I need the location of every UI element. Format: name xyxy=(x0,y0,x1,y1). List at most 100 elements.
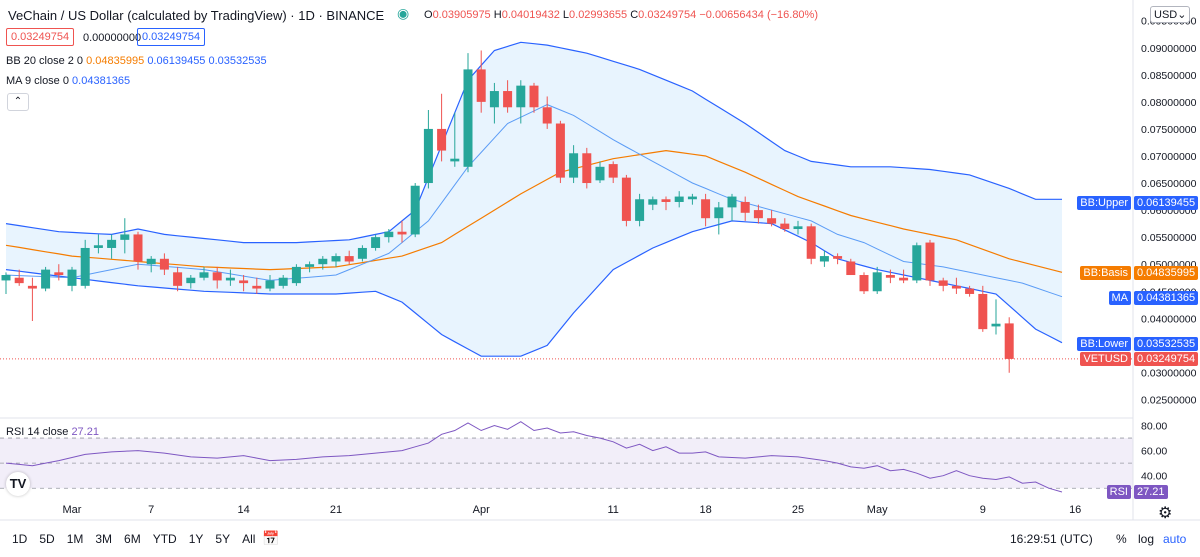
candle xyxy=(1004,317,1014,373)
candle-body xyxy=(516,85,526,108)
candle xyxy=(476,50,486,113)
candle-body xyxy=(793,226,803,230)
bb-upper-value: 0.06139455 xyxy=(147,55,206,67)
candle-body xyxy=(674,196,684,202)
low-label: L xyxy=(562,9,570,21)
buy-price-button[interactable]: 0.03249754 xyxy=(137,28,206,46)
candle xyxy=(133,231,143,270)
candle-body xyxy=(542,107,552,124)
candle xyxy=(489,82,499,124)
settings-gear-icon[interactable]: ⚙ xyxy=(1158,505,1173,522)
bb-basis-value: 0.04835995 xyxy=(86,55,145,67)
candle xyxy=(27,277,37,322)
chevron-down-icon: ⌄ xyxy=(1177,9,1187,21)
bb-lower-line xyxy=(5,220,1063,357)
candle-body xyxy=(212,272,222,281)
timeframe-button-ytd[interactable]: YTD xyxy=(152,532,177,546)
bb-basis-line xyxy=(5,149,1063,273)
candle xyxy=(344,250,354,265)
time-tick-label: Apr xyxy=(473,504,490,516)
timeframe-button-6m[interactable]: 6M xyxy=(124,532,141,546)
currency-selector[interactable]: USD⌄ xyxy=(1150,6,1191,23)
candle-body xyxy=(582,153,592,184)
timeframe-button-3m[interactable]: 3M xyxy=(95,532,113,546)
candle xyxy=(727,193,737,221)
axis-badge-value: 0.03532535 xyxy=(1134,336,1199,351)
candle xyxy=(859,272,869,294)
candle xyxy=(397,220,407,243)
timeframe-button-1d[interactable]: 1D xyxy=(12,532,28,546)
ma-legend[interactable]: MA 9 close 0 0.04381365 xyxy=(6,75,130,87)
candlesticks xyxy=(1,50,1014,373)
timeframe-button-1m[interactable]: 1M xyxy=(66,532,84,546)
candle-body xyxy=(107,239,117,248)
candle xyxy=(740,196,750,221)
candle-body xyxy=(54,272,64,276)
candle-body xyxy=(437,128,447,151)
candle xyxy=(806,223,816,265)
candle xyxy=(978,285,988,332)
calendar-range-icon[interactable]: 📅 xyxy=(262,530,280,546)
rsi-pane xyxy=(0,421,1133,493)
candle-body xyxy=(423,128,433,184)
candle-body xyxy=(120,234,130,240)
clock-readout[interactable]: 16:29:51 (UTC) xyxy=(1010,532,1093,546)
timeframe-button-5y[interactable]: 5Y xyxy=(215,532,231,546)
bb-legend[interactable]: BB 20 close 2 0 0.04835995 0.06139455 0.… xyxy=(6,55,267,67)
candle xyxy=(885,269,895,284)
price-tick-label: 0.07000000 xyxy=(1141,151,1197,163)
candle xyxy=(687,193,697,205)
spread-value: 0.00000000 xyxy=(83,32,142,44)
price-tick-label: 0.05500000 xyxy=(1141,232,1197,244)
candle-body xyxy=(885,275,895,278)
candle-body xyxy=(978,293,988,330)
candle xyxy=(753,204,763,224)
candle-body xyxy=(503,91,513,108)
price-tick-label: 0.08000000 xyxy=(1141,97,1197,109)
chevron-up-icon: ⌃ xyxy=(13,96,23,107)
candle-body xyxy=(318,258,328,265)
candle-body xyxy=(93,245,103,248)
timeframe-button-5d[interactable]: 5D xyxy=(39,532,55,546)
candle xyxy=(938,277,948,292)
timeframe-button-all[interactable]: All xyxy=(242,532,256,546)
candle-body xyxy=(67,269,77,286)
candle-body xyxy=(476,69,486,102)
candle-body xyxy=(305,264,315,267)
bb-upper-line xyxy=(5,41,1062,244)
candle xyxy=(212,266,222,289)
timeframe-button-1y[interactable]: 1Y xyxy=(188,532,204,546)
market-status-icon[interactable]: ◉ xyxy=(397,5,410,21)
candle-body xyxy=(225,277,235,281)
candle xyxy=(608,161,618,184)
percent-toggle[interactable]: % xyxy=(1116,532,1127,546)
candle-body xyxy=(951,285,961,289)
candle-body xyxy=(463,69,473,167)
time-tick-label: 9 xyxy=(980,504,986,516)
collapse-legend-button[interactable]: ⌃ xyxy=(7,93,29,111)
candle xyxy=(186,275,196,289)
candle-body xyxy=(635,199,645,221)
candle-body xyxy=(450,158,460,162)
candle xyxy=(819,250,829,267)
candle xyxy=(965,285,975,297)
sell-price-button[interactable]: 0.03249754 xyxy=(6,28,75,46)
candle xyxy=(503,80,513,113)
log-toggle[interactable]: log xyxy=(1138,532,1155,546)
candle-body xyxy=(265,280,275,289)
change-value: −0.00656434 (−16.80%) xyxy=(699,9,818,21)
tradingview-logo[interactable]: TV xyxy=(6,472,30,496)
candle-body xyxy=(608,164,618,178)
candle-body xyxy=(529,85,539,108)
candle xyxy=(912,242,922,284)
candle xyxy=(357,245,367,262)
candle xyxy=(582,147,592,189)
candle-body xyxy=(278,277,288,286)
rsi-legend[interactable]: RSI 14 close 27.21 xyxy=(6,426,99,438)
currency-label: USD xyxy=(1154,9,1178,21)
candle-body xyxy=(687,196,697,200)
candle-body xyxy=(925,242,935,281)
auto-toggle[interactable]: auto xyxy=(1163,532,1187,546)
candle xyxy=(780,218,790,232)
